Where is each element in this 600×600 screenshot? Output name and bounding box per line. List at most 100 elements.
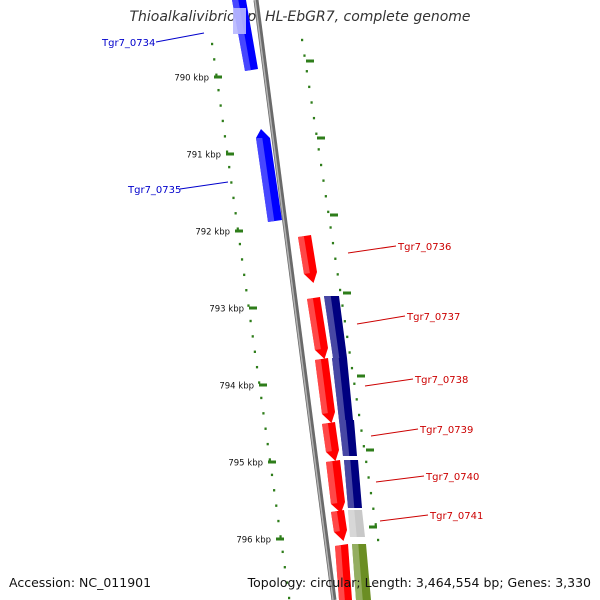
tick-dot [348, 351, 351, 354]
major-tick [249, 306, 257, 310]
tick-dot [262, 412, 265, 415]
feature-layer [232, 0, 371, 600]
tick-dot [232, 196, 235, 200]
tick-dot [277, 519, 280, 523]
gene-leader-line [375, 475, 425, 483]
tick-dot [303, 54, 306, 57]
tick-dot [324, 195, 327, 198]
tick-dot [266, 442, 269, 446]
tick-dot [336, 273, 339, 276]
gene-label-tgr7-0740[interactable]: Tgr7_0740 [425, 472, 479, 483]
tick-dot [258, 381, 261, 384]
tick-dot [217, 88, 220, 92]
major-tick [268, 460, 276, 464]
tick-dot [331, 241, 335, 245]
tick-dot [310, 101, 313, 104]
tick-dot [367, 476, 370, 479]
ring-feature[interactable] [339, 420, 357, 456]
gene-arrow-tgr7-0737[interactable] [307, 297, 328, 359]
ring-feature[interactable] [344, 460, 362, 508]
gene-leader-line [155, 32, 205, 43]
gene-leader-line [364, 378, 414, 387]
gene-arrow-tgr7-0738[interactable] [315, 358, 335, 423]
ring-feature[interactable] [352, 544, 371, 600]
tick-dot [358, 413, 361, 417]
gene-arrow-tgr7-0740[interactable] [326, 460, 345, 513]
gene-highlight [233, 8, 246, 34]
gene-arrow-tgr7-0736[interactable] [298, 235, 317, 283]
tick-dot [273, 489, 276, 492]
tick-dot [223, 135, 227, 138]
gene-label-tgr7-0738[interactable]: Tgr7_0738 [414, 375, 468, 386]
tick-dot [281, 550, 284, 554]
tick-dot [350, 366, 354, 370]
tick-dot [312, 116, 316, 120]
major-tick [235, 229, 243, 233]
tick-dot [346, 335, 349, 339]
tick-dot [240, 258, 244, 261]
gene-arrow-next[interactable] [335, 544, 352, 600]
gene-label-tgr7-0739[interactable]: Tgr7_0739 [419, 425, 473, 436]
gene-leader-line [347, 245, 397, 254]
genome-backbone [253, 0, 337, 600]
tick-dot [211, 42, 214, 46]
major-tick [259, 383, 267, 387]
gene-label-tgr7-0741[interactable]: Tgr7_0741 [429, 511, 483, 522]
tick-dot [353, 382, 356, 385]
tick-dot [360, 429, 363, 432]
tick-dot [365, 460, 368, 464]
gene-leader-line [370, 428, 419, 437]
tick-dot [288, 596, 291, 600]
major-tick [226, 152, 234, 156]
tick-dot [251, 335, 254, 338]
kbp-label: 792 kbp [195, 228, 230, 238]
tick-dot [249, 319, 252, 323]
gene-label-tgr7-0735[interactable]: Tgr7_0735 [127, 185, 181, 196]
tick-dot [243, 273, 246, 277]
tick-dot [234, 212, 237, 215]
tick-dot [213, 58, 216, 61]
tick-layer [211, 38, 380, 600]
tick-dot [362, 445, 365, 448]
tick-dot [219, 104, 222, 107]
map-title: Thioalkalivibrio sp. HL-EbGR7, complete … [129, 9, 471, 25]
tick-dot [238, 242, 242, 246]
tick-dot [320, 163, 323, 167]
ring-feature[interactable] [324, 296, 347, 358]
gene-label-tgr7-0737[interactable]: Tgr7_0737 [406, 312, 460, 323]
tick-dot [236, 227, 239, 230]
tick-dot [322, 179, 325, 182]
tick-dot [264, 427, 267, 430]
tick-dot [215, 73, 218, 76]
gene-arrow-tgr7-0735[interactable] [256, 129, 282, 222]
gene-arrow-tgr7-0739[interactable] [322, 422, 339, 461]
tick-dot [369, 491, 373, 495]
tick-dot [230, 181, 233, 184]
tick-dot [317, 148, 320, 151]
accession-text: Accession: NC_011901 [9, 575, 152, 590]
kbp-label: 790 kbp [174, 74, 209, 84]
tick-dot [247, 304, 250, 307]
tick-dot [285, 581, 289, 584]
major-tick [343, 291, 351, 295]
tick-dot [341, 304, 344, 307]
tick-dot [245, 289, 248, 292]
tick-dot [377, 538, 380, 542]
tick-dot [225, 150, 229, 153]
gene-label-tgr7-0736[interactable]: Tgr7_0736 [397, 242, 451, 253]
genome-summary-text: Topology: circular; Length: 3,464,554 bp… [247, 575, 591, 590]
tick-dot [255, 365, 259, 369]
tick-dot [283, 566, 286, 569]
ring-feature[interactable] [348, 510, 365, 537]
ring-feature[interactable] [332, 358, 353, 420]
gene-arrow-tgr7-0741[interactable] [331, 510, 347, 541]
tick-dot [327, 210, 330, 214]
major-tick [306, 59, 314, 63]
tick-dot [334, 257, 337, 260]
major-tick [369, 525, 377, 529]
gene-label-tgr7-0734[interactable]: Tgr7_0734 [101, 38, 155, 49]
tick-dot [343, 320, 346, 323]
tick-dot [339, 288, 342, 292]
kbp-label: 795 kbp [228, 459, 263, 469]
